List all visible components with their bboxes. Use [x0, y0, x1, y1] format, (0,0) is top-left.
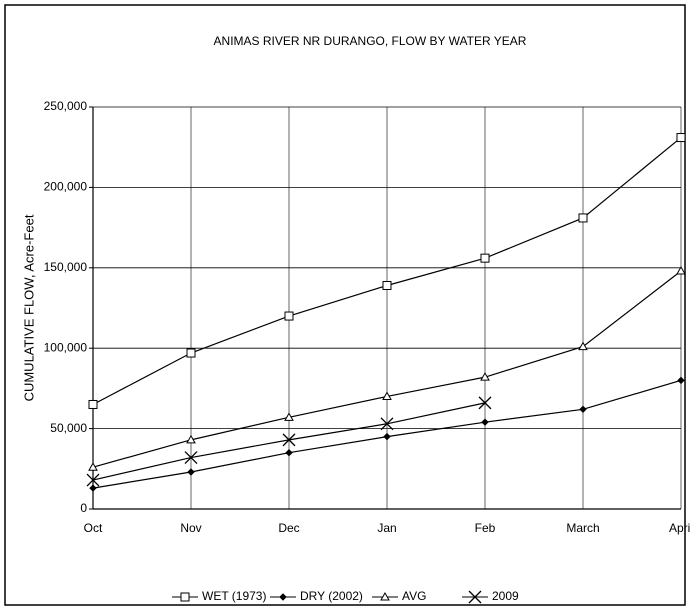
marker-x: [380, 417, 394, 431]
legend-label: 2009: [492, 589, 519, 603]
marker-triangle: [578, 341, 588, 351]
marker-square: [480, 253, 490, 263]
marker-diamond: [285, 449, 293, 457]
chart-frame: [4, 4, 686, 606]
legend-marker: [468, 590, 482, 604]
marker-x: [478, 396, 492, 410]
marker-square: [186, 348, 196, 358]
x-tick-label: Feb: [475, 521, 496, 535]
y-tick-label: 100,000: [44, 340, 88, 354]
x-tick-label: March: [566, 521, 599, 535]
legend-label: DRY (2002): [300, 589, 363, 603]
marker-square: [676, 133, 686, 143]
y-axis-title: CUMULATIVE FLOW, Acre-Feet: [21, 214, 36, 401]
marker-diamond: [383, 432, 391, 441]
y-tick-label: 200,000: [44, 180, 88, 194]
x-tick-label: Nov: [180, 521, 201, 535]
marker-square: [382, 280, 392, 290]
x-tick-label: April: [669, 521, 690, 535]
y-tick-label: 150,000: [44, 260, 88, 274]
marker-diamond: [481, 418, 489, 426]
x-tick-label: Dec: [278, 521, 299, 535]
marker-x: [86, 473, 100, 487]
legend-marker: [180, 592, 190, 602]
x-tick-label: Jan: [377, 521, 396, 535]
marker-square: [88, 399, 98, 409]
marker-diamond: [677, 376, 685, 385]
y-tick-label: 0: [80, 501, 87, 515]
marker-triangle: [88, 462, 98, 471]
marker-triangle: [186, 434, 196, 444]
marker-diamond: [89, 484, 97, 492]
legend-label: AVG: [402, 589, 426, 603]
marker-diamond: [187, 468, 195, 476]
marker-x: [184, 451, 198, 465]
marker-diamond: [579, 405, 587, 414]
y-tick-label: 250,000: [44, 99, 88, 113]
marker-square: [284, 311, 294, 321]
marker-triangle: [676, 266, 686, 275]
marker-triangle: [480, 372, 490, 381]
x-tick-label: Oct: [84, 521, 103, 535]
marker-triangle: [382, 391, 392, 400]
y-tick-label: 50,000: [50, 421, 87, 435]
marker-triangle: [284, 412, 294, 421]
chart-title: ANIMAS RIVER NR DURANGO, FLOW BY WATER Y…: [214, 34, 527, 48]
legend-marker: [380, 591, 390, 601]
marker-x: [282, 433, 296, 447]
legend-marker: [279, 593, 287, 601]
marker-square: [578, 213, 588, 223]
legend-label: WET (1973): [202, 589, 266, 603]
